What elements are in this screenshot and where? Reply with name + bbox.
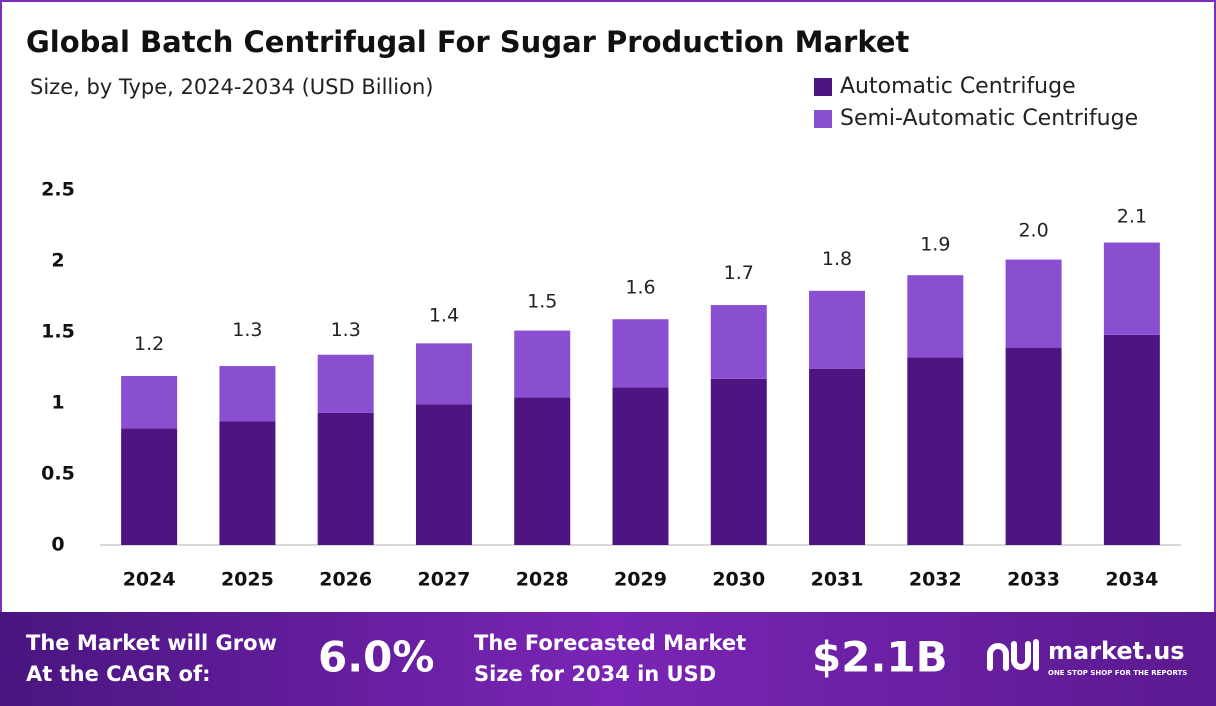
legend-swatch bbox=[814, 78, 832, 96]
total-label: 1.9 bbox=[920, 234, 950, 256]
cagr-text: The Market will Grow bbox=[26, 631, 277, 655]
y-tick-label: 2 bbox=[51, 250, 64, 272]
legend-label: Automatic Centrifuge bbox=[840, 74, 1076, 99]
total-label: 1.5 bbox=[527, 291, 557, 313]
x-tick-label: 2025 bbox=[221, 569, 274, 591]
bar-segment bbox=[514, 330, 571, 398]
x-tick-label: 2028 bbox=[516, 569, 569, 591]
forecast-text: Size for 2034 in USD bbox=[474, 662, 716, 686]
bar-segment bbox=[1005, 347, 1062, 545]
bar-segment bbox=[219, 366, 276, 422]
chart-subtitle: Size, by Type, 2024-2034 (USD Billion) bbox=[30, 75, 433, 99]
bar-segment bbox=[809, 368, 866, 545]
y-tick-label: 0 bbox=[51, 534, 64, 556]
x-tick-label: 2029 bbox=[614, 569, 667, 591]
legend-swatch bbox=[814, 110, 832, 128]
x-tick-label: 2026 bbox=[319, 569, 372, 591]
bar-segment bbox=[1103, 242, 1160, 335]
bar-segment bbox=[1005, 259, 1062, 348]
bar-segment bbox=[907, 357, 964, 545]
y-tick-label: 0.5 bbox=[41, 463, 75, 485]
bar-segment bbox=[415, 343, 472, 405]
x-tick-label: 2030 bbox=[712, 569, 765, 591]
cagr-text: At the CAGR of: bbox=[26, 662, 211, 686]
bar-segment bbox=[121, 376, 178, 429]
x-tick-label: 2031 bbox=[811, 569, 864, 591]
total-label: 2.1 bbox=[1117, 205, 1147, 227]
x-tick-label: 2033 bbox=[1007, 569, 1060, 591]
legend-label: Semi-Automatic Centrifuge bbox=[840, 106, 1138, 131]
brand-logo bbox=[987, 639, 1039, 671]
total-label: 1.2 bbox=[134, 333, 164, 355]
y-tick-label: 1 bbox=[51, 392, 64, 414]
forecast-value: $2.1B bbox=[812, 633, 948, 682]
x-tick-label: 2034 bbox=[1105, 569, 1158, 591]
total-label: 1.3 bbox=[331, 319, 361, 341]
bar-segment bbox=[317, 354, 374, 413]
total-label: 1.3 bbox=[232, 319, 262, 341]
bar-segment bbox=[612, 387, 669, 545]
cagr-value: 6.0% bbox=[318, 633, 434, 682]
total-label: 1.8 bbox=[822, 248, 852, 270]
x-tick-label: 2032 bbox=[909, 569, 962, 591]
bar-segment bbox=[1103, 334, 1160, 545]
bar-segment bbox=[219, 421, 276, 545]
y-tick-label: 1.5 bbox=[41, 321, 75, 343]
x-tick-label: 2024 bbox=[123, 569, 176, 591]
bar-segment bbox=[612, 319, 669, 388]
bar-segment bbox=[514, 397, 571, 545]
bar-segment bbox=[907, 275, 964, 358]
total-label: 1.6 bbox=[625, 276, 655, 298]
total-label: 2.0 bbox=[1018, 220, 1048, 242]
forecast-text: The Forecasted Market bbox=[474, 631, 746, 655]
brand-tagline: ONE STOP SHOP FOR THE REPORTS bbox=[1048, 669, 1187, 677]
total-label: 1.4 bbox=[429, 305, 459, 327]
brand-name: market.us bbox=[1048, 637, 1185, 665]
x-tick-label: 2027 bbox=[418, 569, 471, 591]
bar-segment bbox=[121, 428, 178, 545]
bar-segment bbox=[317, 412, 374, 545]
y-tick-label: 2.5 bbox=[41, 179, 75, 201]
bar-segment bbox=[710, 305, 767, 379]
total-label: 1.7 bbox=[724, 262, 754, 284]
bar-segment bbox=[415, 404, 472, 545]
chart-title: Global Batch Centrifugal For Sugar Produ… bbox=[26, 25, 909, 59]
bar-segment bbox=[809, 290, 866, 369]
bar-segment bbox=[710, 378, 767, 545]
